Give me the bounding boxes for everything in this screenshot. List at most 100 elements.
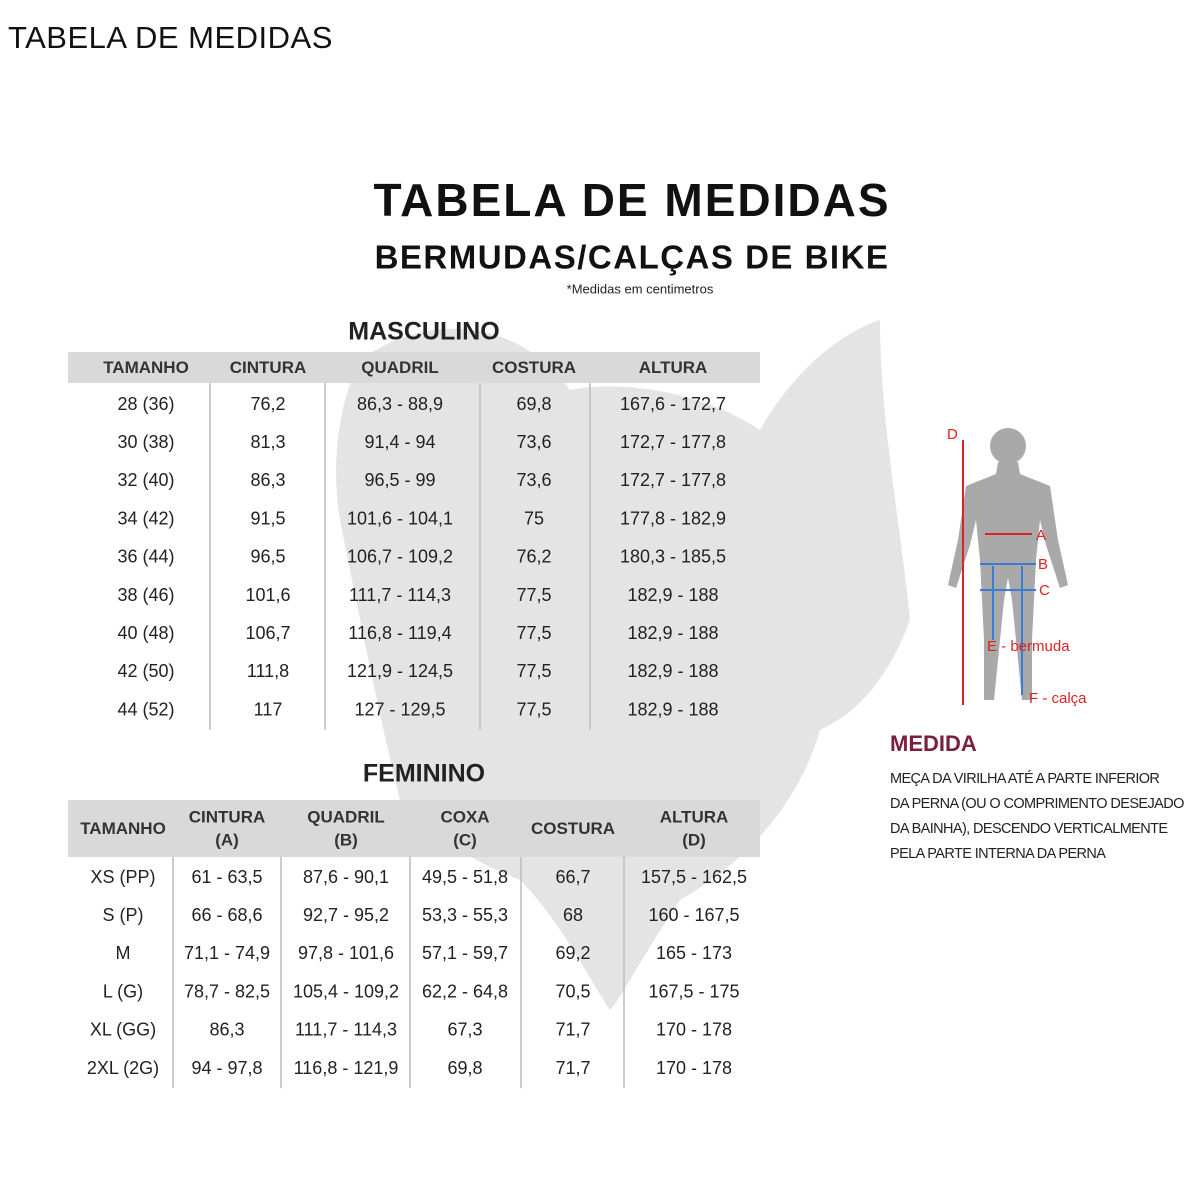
- cell: 111,8: [247, 661, 289, 681]
- cell: 75: [524, 508, 544, 528]
- column-header: (B): [334, 830, 358, 849]
- cell: 177,8 - 182,9: [620, 508, 726, 528]
- cell: 111,7 - 114,3: [295, 1020, 397, 1040]
- column-header: COSTURA: [492, 358, 576, 377]
- column-header: TAMANHO: [103, 358, 189, 377]
- body-figure: [948, 428, 1068, 700]
- cell: 182,9 - 188: [627, 699, 718, 719]
- cell: XS (PP): [90, 867, 155, 887]
- cell: 40 (48): [117, 623, 174, 643]
- diagram-label: D: [947, 426, 958, 443]
- subtitle: BERMUDAS/CALÇAS DE BIKE: [375, 239, 890, 276]
- cell: 116,8 - 121,9: [294, 1058, 399, 1078]
- cell: 117: [254, 699, 283, 719]
- cell: 57,1 - 59,7: [422, 943, 508, 963]
- cell: 106,7 - 109,2: [347, 547, 453, 567]
- cell: 69,8: [447, 1058, 482, 1078]
- cell: 71,7: [555, 1020, 590, 1040]
- column-header: (D): [682, 830, 706, 849]
- section-title: FEMININO: [363, 760, 485, 788]
- page-header: TABELA DE MEDIDAS: [8, 20, 333, 55]
- cell: 77,5: [516, 661, 551, 681]
- section-title: MASCULINO: [348, 318, 499, 346]
- tables: TAMANHO CINTURA QUADRIL COSTURA ALTURA 28 (36…: [68, 352, 760, 1089]
- cell: 77,5: [516, 699, 551, 719]
- cell: 172,7 - 177,8: [620, 470, 726, 490]
- note: *Medidas em centimetros: [567, 281, 714, 296]
- cell: 182,9 - 188: [627, 585, 718, 605]
- measure-lines: [962, 440, 1036, 705]
- cell: 86,3: [250, 470, 285, 490]
- cell: 86,3 - 88,9: [357, 394, 443, 414]
- cell: 66 - 68,6: [191, 905, 262, 925]
- medida-line: DA BAINHA), DESCENDO VERTICALMENTE: [890, 821, 1168, 837]
- cell: 121,9 - 124,5: [347, 661, 453, 681]
- cell: 77,5: [516, 585, 551, 605]
- medida-title: MEDIDA: [890, 731, 977, 756]
- cell: 182,9 - 188: [627, 661, 718, 681]
- cell: 127 - 129,5: [354, 699, 445, 719]
- column-header: CINTURA: [230, 358, 307, 377]
- title: TABELA DE MEDIDAS: [374, 174, 891, 226]
- column-header: TAMANHO: [80, 819, 166, 838]
- cell: 73,6: [516, 432, 551, 452]
- diagram-label: F - calça: [1029, 690, 1087, 707]
- cell: 61 - 63,5: [191, 867, 262, 887]
- cell: L (G): [103, 981, 143, 1001]
- cell: 73,6: [516, 470, 551, 490]
- column-header: ALTURA: [660, 807, 729, 826]
- cell: 101,6 - 104,1: [347, 508, 453, 528]
- cell: 81,3: [250, 432, 285, 452]
- cell: 165 - 173: [656, 943, 732, 963]
- cell: 76,2: [516, 547, 551, 567]
- medida-line: DA PERNA (OU O COMPRIMENTO DESEJADO: [890, 796, 1184, 812]
- cell: 182,9 - 188: [627, 623, 718, 643]
- column-header: CINTURA: [189, 807, 266, 826]
- cell: 34 (42): [117, 508, 174, 528]
- cell: 105,4 - 109,2: [293, 981, 399, 1001]
- column-header: (A): [215, 830, 239, 849]
- diagram-labels: D A B C E - bermuda F - calça: [947, 426, 1087, 707]
- column-header: QUADRIL: [307, 807, 384, 826]
- cell: 62,2 - 64,8: [422, 981, 508, 1001]
- column-header: QUADRIL: [361, 358, 438, 377]
- cell: 180,3 - 185,5: [620, 547, 726, 567]
- cell: 87,6 - 90,1: [303, 867, 389, 887]
- cell: 69,8: [516, 394, 551, 414]
- column-header: COSTURA: [531, 819, 615, 838]
- diagram-label: A: [1036, 527, 1046, 544]
- cell: 116,8 - 119,4: [348, 623, 451, 643]
- cell: 44 (52): [117, 699, 174, 719]
- cell: 78,7 - 82,5: [184, 981, 270, 1001]
- cell: 96,5 - 99: [364, 470, 435, 490]
- cell: 170 - 178: [656, 1020, 732, 1040]
- cell: 97,8 - 101,6: [298, 943, 394, 963]
- cell: 71,1 - 74,9: [184, 943, 270, 963]
- cell: 111,7 - 114,3: [349, 585, 451, 605]
- medida-line: PELA PARTE INTERNA DA PERNA: [890, 846, 1106, 862]
- cell: 160 - 167,5: [648, 905, 739, 925]
- cell: 172,7 - 177,8: [620, 432, 726, 452]
- cell: 67,3: [447, 1020, 482, 1040]
- cell: XL (GG): [90, 1020, 156, 1040]
- cell: 53,3 - 55,3: [422, 905, 508, 925]
- cell: 76,2: [250, 394, 285, 414]
- column-header: ALTURA: [639, 358, 708, 377]
- cell: 91,4 - 94: [364, 432, 435, 452]
- diagram-label: C: [1039, 582, 1050, 599]
- cell: 28 (36): [117, 394, 174, 414]
- cell: 49,5 - 51,8: [422, 867, 508, 887]
- cell: 70,5: [555, 981, 590, 1001]
- cell: 69,2: [555, 943, 590, 963]
- cell: 32 (40): [117, 470, 174, 490]
- header-row: [68, 352, 760, 383]
- cell: 92,7 - 95,2: [303, 905, 389, 925]
- medida-line: MEÇA DA VIRILHA ATÉ A PARTE INFERIOR: [890, 770, 1159, 787]
- cell: 96,5: [250, 547, 285, 567]
- diagram-label: E - bermuda: [987, 638, 1070, 655]
- cell: 167,5 - 175: [648, 981, 739, 1001]
- cell: 106,7: [245, 623, 290, 643]
- cell: 2XL (2G): [87, 1058, 159, 1078]
- cell: S (P): [102, 905, 143, 925]
- cell: 38 (46): [117, 585, 174, 605]
